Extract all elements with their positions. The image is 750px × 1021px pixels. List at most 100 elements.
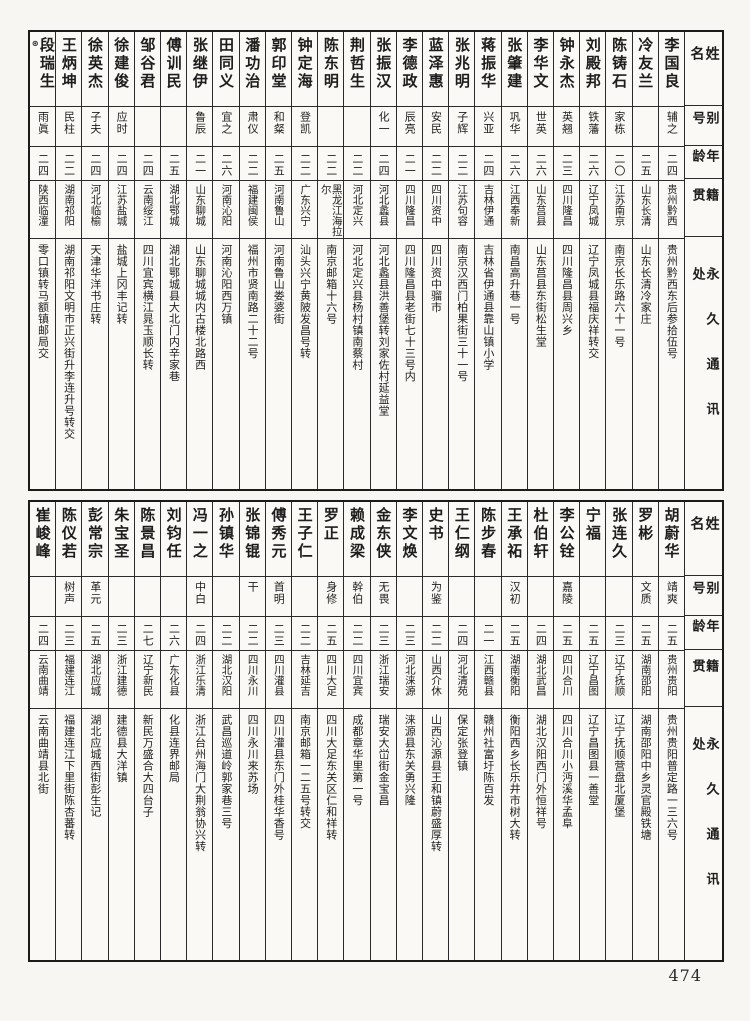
person-alias [606, 576, 632, 616]
person-address-text: 湖北应城西街彭生记 [88, 714, 102, 818]
person-alias: 身修 [318, 576, 344, 616]
person-address-text: 吉林省伊通县靠山镇小学 [481, 244, 495, 371]
person-name-text: 胡蔚华 [662, 507, 681, 561]
person-age-text: 二六 [508, 153, 522, 177]
person-age-text: 二五 [167, 153, 181, 177]
person-native-text: 湖南邵阳 [639, 654, 652, 696]
person-native: 山东聊城 [187, 180, 213, 238]
person-alias: 无畏 [370, 576, 396, 616]
person-age: 二四 [527, 616, 553, 650]
person-alias: 化一 [370, 106, 396, 146]
person-age: 二五 [160, 146, 187, 180]
person-name: 张兆明 [449, 32, 474, 106]
person-alias [527, 576, 553, 616]
person-column: 陈铸石 家栋 二〇 江苏南京 南京长乐路六十一号 [606, 32, 633, 489]
person-age: 二五 [658, 616, 684, 650]
person-address: 四川大足东关区仁和祥转 [318, 708, 344, 960]
person-native-text: 湖北汉阳 [220, 654, 233, 696]
person-native: 陕西临潼 [29, 180, 56, 238]
person-column: 赖成梁 幹伯 二二 四川宜宾 成都章华里第一号 [344, 502, 371, 960]
person-native: 四川资中 [422, 180, 449, 238]
person-column: 陈步春 二一 江西赣县 赣州社富圩陈百发 [475, 502, 502, 960]
person-native: 河南鲁山 [265, 180, 291, 238]
person-name-text: 刘钧任 [164, 507, 183, 561]
person-address-text: 辽宁昌图县一善堂 [586, 714, 600, 806]
person-native: 河北蠡县 [370, 180, 396, 238]
person-native: 湖北应城 [82, 650, 108, 708]
person-native: 河北定兴 [344, 180, 370, 238]
header-address: 永久通讯处 [685, 706, 722, 960]
person-address-text: 山东聊城城内古楼北路西 [193, 244, 207, 371]
person-address: 四川隆昌县老街七十三号内 [396, 238, 422, 489]
person-native: 贵州黔西 [658, 180, 684, 238]
person-column: 徐英杰 子夫 二四 河北临榆 天津华洋书庄转 [82, 32, 109, 489]
person-address-text: 四川灌县东门外桂华香号 [272, 714, 286, 841]
person-name-text: 宁福 [583, 507, 602, 543]
person-name: 张连久 [606, 502, 631, 576]
person-name-text: 张兆明 [452, 37, 471, 91]
person-age: 二六 [580, 146, 606, 180]
person-alias: 嘉陵 [553, 576, 580, 616]
person-alias-text: 中白 [193, 581, 207, 605]
person-address-text: 武昌巡道岭郭家巷三号 [219, 714, 233, 829]
person-name: 张振汉 [371, 32, 396, 106]
person-age: 二一 [475, 616, 501, 650]
person-address: 建德县大洋镇 [108, 708, 134, 960]
person-native: 四川合川 [553, 650, 580, 708]
person-age: 二二 [56, 146, 82, 180]
person-age-text: 二三 [272, 623, 286, 647]
person-name: 钟定海 [292, 32, 317, 106]
person-alias-text: 靖爽 [665, 581, 679, 605]
person-alias: 汉初 [501, 576, 527, 616]
person-age: 二二 [344, 616, 370, 650]
person-alias: 巩华 [501, 106, 527, 146]
person-native: 贵州贵阳 [658, 650, 684, 708]
person-alias [344, 106, 370, 146]
person-age: 二二 [449, 146, 475, 180]
person-column: 张兆明 子辉 二二 江苏句容 南京汉西门柏果街三十一号 [449, 32, 476, 489]
person-native-text: 陕西临潼 [37, 184, 50, 226]
person-age-text: 二三 [62, 623, 76, 647]
person-address-text: 南京长乐路六十一号 [612, 244, 626, 348]
person-alias: 首明 [265, 576, 291, 616]
person-address-text: 建德县大洋镇 [115, 714, 129, 783]
person-alias [475, 576, 501, 616]
person-address: 河北蠡县洪善堡转刘家佐村延益堂 [370, 238, 396, 489]
header-alias: 别号 [685, 105, 722, 145]
person-alias-text: 家栋 [612, 111, 626, 135]
person-name: 张肇建 [502, 32, 527, 106]
header-name: 姓名 [685, 32, 722, 105]
person-name: 李文焕 [397, 502, 422, 576]
person-address-text: 湖南祁阳文明市正兴街升李连升号转交 [62, 244, 76, 440]
person-address-text: 成都章华里第一号 [350, 714, 364, 806]
directory-table-top: 姓名 别号 年龄 籍贯 永久通讯处 李国良 辅之 二四 贵州黔西 贵州黔西东后参拾伍号 冷友兰 二五山… [28, 30, 724, 491]
person-address-text: 河南鲁山娄婆街 [272, 244, 286, 325]
person-name-text: 金东侠 [374, 507, 393, 561]
person-native-text: 四川大足 [325, 654, 338, 696]
person-age-text: 二二 [298, 623, 312, 647]
person-address: 贵州黔西东后参拾伍号 [658, 238, 684, 489]
person-native-text: 贵州贵阳 [665, 654, 678, 696]
person-age: 二二 [344, 146, 370, 180]
person-address-text: 辽宁抚顺营盘北厦堡 [612, 714, 626, 818]
person-alias-text: 无畏 [377, 581, 391, 605]
person-native-text: 广东化县 [168, 654, 181, 696]
person-name-text: 陈步春 [479, 507, 498, 561]
person-alias-text: 树声 [62, 581, 76, 605]
header-column: 姓名 别号 年龄 籍贯 永久通讯处 [685, 502, 722, 960]
person-address: 湖北鄂城县大北门内辛家巷 [160, 238, 187, 489]
person-age-text: 二四 [193, 623, 207, 647]
person-alias-text: 英翘 [560, 111, 574, 135]
person-native: 四川灌县 [265, 650, 291, 708]
person-column: 王承祏 汉初 二五 湖南衡阳 衡阳西乡长乐井市树大转 [501, 502, 528, 960]
person-name: 段瑞生 ⊛ [30, 32, 55, 106]
person-native-text: 福建闽侯 [246, 184, 259, 226]
person-name-text: 陈东明 [321, 37, 340, 91]
person-native-text: 吉林伊通 [482, 184, 495, 226]
person-age-text: 二二 [219, 623, 233, 647]
person-name-text: 王炳坤 [59, 37, 78, 91]
person-age-text: 二三 [612, 623, 626, 647]
person-address: 吉林省伊通县靠山镇小学 [475, 238, 501, 489]
person-name-text: 傅训民 [164, 37, 183, 91]
person-native: 江苏句容 [449, 180, 475, 238]
